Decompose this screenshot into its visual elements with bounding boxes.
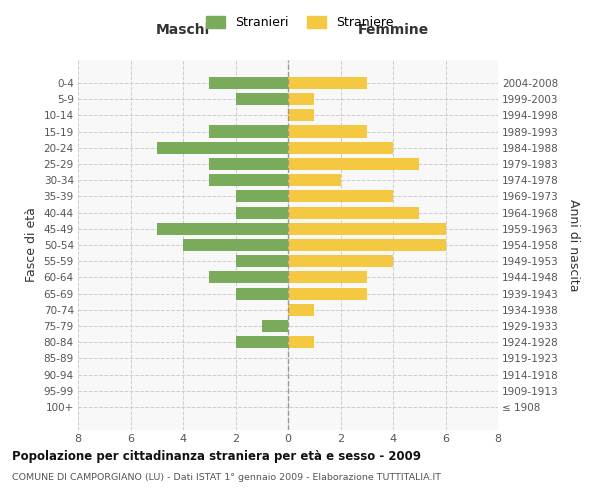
- Bar: [288, 288, 367, 300]
- Bar: [288, 206, 419, 218]
- Bar: [235, 206, 288, 218]
- Bar: [235, 255, 288, 268]
- Bar: [209, 77, 288, 89]
- Bar: [288, 255, 393, 268]
- Bar: [288, 222, 445, 235]
- Y-axis label: Anni di nascita: Anni di nascita: [567, 198, 580, 291]
- Bar: [288, 336, 314, 348]
- Bar: [288, 304, 314, 316]
- Bar: [288, 239, 445, 251]
- Bar: [235, 190, 288, 202]
- Bar: [209, 272, 288, 283]
- Bar: [288, 126, 367, 138]
- Bar: [288, 93, 314, 105]
- Bar: [288, 190, 393, 202]
- Bar: [288, 272, 367, 283]
- Bar: [209, 174, 288, 186]
- Text: Popolazione per cittadinanza straniera per età e sesso - 2009: Popolazione per cittadinanza straniera p…: [12, 450, 421, 463]
- Bar: [157, 222, 288, 235]
- Bar: [288, 77, 367, 89]
- Text: Femmine: Femmine: [358, 24, 428, 38]
- Bar: [288, 158, 419, 170]
- Bar: [288, 142, 393, 154]
- Bar: [235, 93, 288, 105]
- Bar: [209, 126, 288, 138]
- Bar: [235, 288, 288, 300]
- Bar: [262, 320, 288, 332]
- Bar: [157, 142, 288, 154]
- Text: COMUNE DI CAMPORGIANO (LU) - Dati ISTAT 1° gennaio 2009 - Elaborazione TUTTITALI: COMUNE DI CAMPORGIANO (LU) - Dati ISTAT …: [12, 472, 441, 482]
- Bar: [209, 158, 288, 170]
- Y-axis label: Fasce di età: Fasce di età: [25, 208, 38, 282]
- Legend: Stranieri, Straniere: Stranieri, Straniere: [202, 11, 398, 34]
- Bar: [235, 336, 288, 348]
- Bar: [183, 239, 288, 251]
- Bar: [288, 109, 314, 122]
- Text: Maschi: Maschi: [156, 24, 210, 38]
- Bar: [288, 174, 341, 186]
